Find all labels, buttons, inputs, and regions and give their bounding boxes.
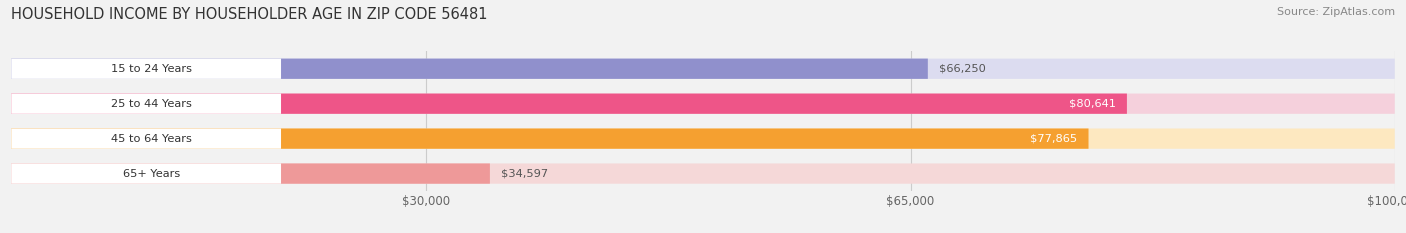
FancyBboxPatch shape (11, 129, 281, 149)
Text: 15 to 24 Years: 15 to 24 Years (111, 64, 193, 74)
Text: $77,865: $77,865 (1031, 134, 1077, 144)
FancyBboxPatch shape (11, 164, 489, 184)
FancyBboxPatch shape (11, 59, 1395, 79)
FancyBboxPatch shape (11, 164, 1395, 184)
FancyBboxPatch shape (11, 59, 281, 79)
FancyBboxPatch shape (11, 164, 281, 184)
FancyBboxPatch shape (11, 59, 928, 79)
Text: 25 to 44 Years: 25 to 44 Years (111, 99, 193, 109)
Text: HOUSEHOLD INCOME BY HOUSEHOLDER AGE IN ZIP CODE 56481: HOUSEHOLD INCOME BY HOUSEHOLDER AGE IN Z… (11, 7, 488, 22)
Text: $66,250: $66,250 (939, 64, 986, 74)
FancyBboxPatch shape (11, 93, 1395, 114)
Text: $34,597: $34,597 (501, 169, 548, 178)
FancyBboxPatch shape (11, 129, 1088, 149)
Text: Source: ZipAtlas.com: Source: ZipAtlas.com (1277, 7, 1395, 17)
FancyBboxPatch shape (11, 93, 1128, 114)
Text: $80,641: $80,641 (1069, 99, 1116, 109)
Text: 65+ Years: 65+ Years (122, 169, 180, 178)
Text: 45 to 64 Years: 45 to 64 Years (111, 134, 193, 144)
FancyBboxPatch shape (11, 93, 281, 114)
FancyBboxPatch shape (11, 129, 1395, 149)
